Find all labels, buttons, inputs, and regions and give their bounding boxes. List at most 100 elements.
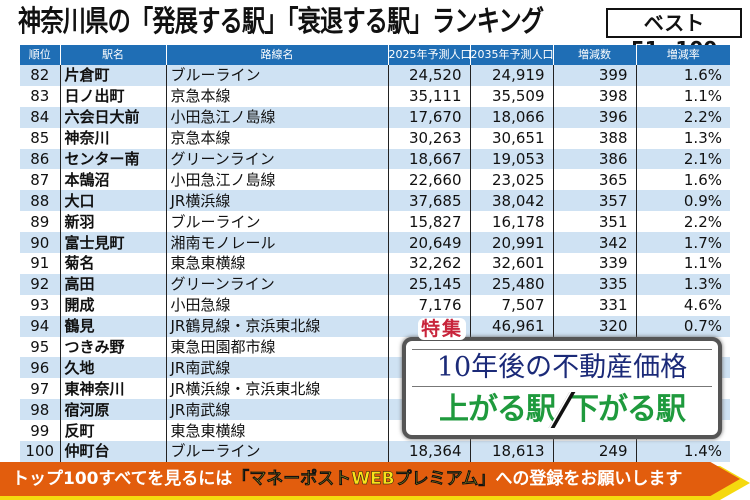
rate-cell: 0.7%	[635, 315, 730, 337]
pop-2025-cell: 22,660	[387, 169, 470, 191]
table-row: 88 大口 JR横浜線 37,685 38,042 357 0.9%	[20, 190, 730, 212]
rank-cell: 91	[30, 254, 50, 273]
change-cell: 396	[552, 106, 636, 128]
table-row: 82 片倉町 ブルーライン 24,520 24,919 399 1.6%	[20, 65, 730, 86]
rank-cell: 96	[20, 357, 60, 379]
rank-cell: 98	[20, 399, 60, 421]
rate-cell: 1.6%	[635, 169, 730, 191]
rank-cell: 95	[30, 338, 50, 357]
feature-tag: 特集	[418, 318, 467, 340]
rate-cell: 2.2%	[635, 106, 730, 128]
pop-2025-cell: 35,111	[387, 85, 470, 107]
pop-2025-cell: 18,667	[387, 148, 470, 170]
pop-2035-cell: 35,509	[469, 85, 553, 107]
rank-cell: 82	[20, 65, 60, 86]
line-cell: JR鶴見線・京浜東北線	[165, 315, 388, 337]
rank-cell: 83	[30, 87, 50, 106]
feature-headline: 10年後の不動産価格	[412, 349, 712, 387]
line-cell: JR横浜線	[165, 190, 388, 212]
column-header: 順位	[20, 45, 60, 65]
pop-2035-cell: 38,042	[469, 190, 553, 212]
feature-overlay[interactable]: 10年後の不動産価格 上がる駅 下がる駅	[402, 337, 722, 439]
line-cell: JR南武線	[165, 399, 388, 421]
rank-cell: 89	[30, 212, 50, 231]
line-cell: 京急本線	[165, 85, 388, 107]
pop-2035-cell: 19,053	[469, 148, 553, 170]
rank-cell: 99	[30, 421, 50, 440]
page-title: 神奈川県の「発展する駅」「衰退する駅」ランキング	[18, 4, 544, 38]
change-cell: 335	[552, 273, 636, 295]
rate-cell: 4.6%	[635, 294, 730, 316]
line-cell: 東急田園都市線	[165, 336, 388, 358]
pop-2035-cell: 20,991	[469, 232, 553, 254]
rate-cell: 1.3%	[635, 127, 730, 149]
table-row: 83 日ノ出町 京急本線 35,111 35,509 398 1.1%	[20, 85, 730, 107]
pop-2035-cell: 24,919	[469, 65, 553, 86]
rank-cell: 90	[20, 232, 60, 254]
change-cell: 398	[552, 85, 636, 107]
pop-2025-cell: 17,670	[387, 106, 470, 128]
change-cell: 351	[552, 211, 636, 233]
line-cell: 東急東横線	[165, 420, 388, 442]
rank-cell: 84	[20, 106, 60, 128]
rate-cell: 1.3%	[635, 273, 730, 295]
pop-2025-cell: 37,685	[387, 190, 470, 212]
rate-cell: 0.9%	[635, 190, 730, 212]
change-cell: 365	[552, 169, 636, 191]
rising-label: 上がる駅	[439, 392, 556, 427]
premium-banner[interactable]: トップ100すべてを見るには「マネーポストWEBプレミアム」への登録をお願いしま…	[0, 462, 740, 496]
banner-pre: トップ100すべてを見るには	[12, 469, 233, 489]
pop-2035-cell: 18,066	[469, 106, 553, 128]
line-cell: ブルーライン	[165, 441, 388, 462]
station-cell: 高田	[59, 273, 166, 295]
pop-2025-cell: 25,145	[387, 273, 470, 295]
table-row: 94 鶴見 JR鶴見線・京浜東北線 46,961 320 0.7%	[20, 315, 730, 337]
change-cell: 331	[552, 294, 636, 316]
column-header: 2025年予測人口	[387, 45, 470, 65]
station-cell: 久地	[59, 357, 166, 379]
station-cell: 本鵠沼	[59, 169, 166, 191]
banner-highlight[interactable]: 「マネーポストWEBプレミアム」	[232, 469, 496, 490]
change-cell: 386	[552, 148, 636, 170]
station-cell: 日ノ出町	[59, 85, 166, 107]
line-cell: ブルーライン	[165, 65, 388, 86]
rate-cell: 2.2%	[635, 211, 730, 233]
rate-cell: 2.1%	[635, 148, 730, 170]
pop-2035-cell: 46,961	[469, 315, 553, 337]
line-cell: グリーンライン	[165, 148, 388, 170]
change-cell: 320	[552, 315, 636, 337]
line-cell: 湘南モノレール	[165, 232, 388, 254]
pop-2025-cell: 18,364	[387, 441, 470, 462]
pop-2035-cell: 32,601	[469, 253, 553, 274]
rank-cell: 94	[20, 315, 60, 337]
line-cell: 京急本線	[165, 127, 388, 149]
rank-cell: 97	[30, 379, 50, 398]
rank-cell: 100	[20, 441, 60, 462]
pop-2035-cell: 25,480	[469, 273, 553, 295]
station-cell: 宿河原	[59, 399, 166, 421]
change-cell: 342	[552, 232, 636, 254]
station-cell: 新羽	[59, 211, 166, 233]
line-cell: JR横浜線・京浜東北線	[165, 378, 388, 400]
station-cell: 六会日大前	[59, 106, 166, 128]
pop-2035-cell: 16,178	[469, 211, 553, 233]
rank-cell: 87	[30, 170, 50, 189]
station-cell: 鶴見	[59, 315, 166, 337]
line-cell: 小田急江ノ島線	[165, 169, 388, 191]
column-header: 路線名	[165, 45, 388, 65]
station-cell: 富士見町	[59, 232, 166, 254]
rate-cell: 1.7%	[635, 232, 730, 254]
column-header: 駅名	[59, 45, 166, 65]
rank-cell: 88	[20, 190, 60, 212]
change-cell: 399	[552, 65, 636, 86]
rate-cell: 1.1%	[635, 253, 730, 274]
station-cell: 東神奈川	[59, 378, 166, 400]
line-cell: 東急東横線	[165, 253, 388, 274]
station-cell: 開成	[59, 294, 166, 316]
line-cell: JR南武線	[165, 357, 388, 379]
table-row: 89 新羽 ブルーライン 15,827 16,178 351 2.2%	[20, 211, 730, 233]
table-row: 93 開成 小田急線 7,176 7,507 331 4.6%	[20, 294, 730, 316]
column-header: 増減率	[635, 45, 730, 65]
station-cell: 菊名	[59, 253, 166, 274]
station-cell: 神奈川	[59, 127, 166, 149]
